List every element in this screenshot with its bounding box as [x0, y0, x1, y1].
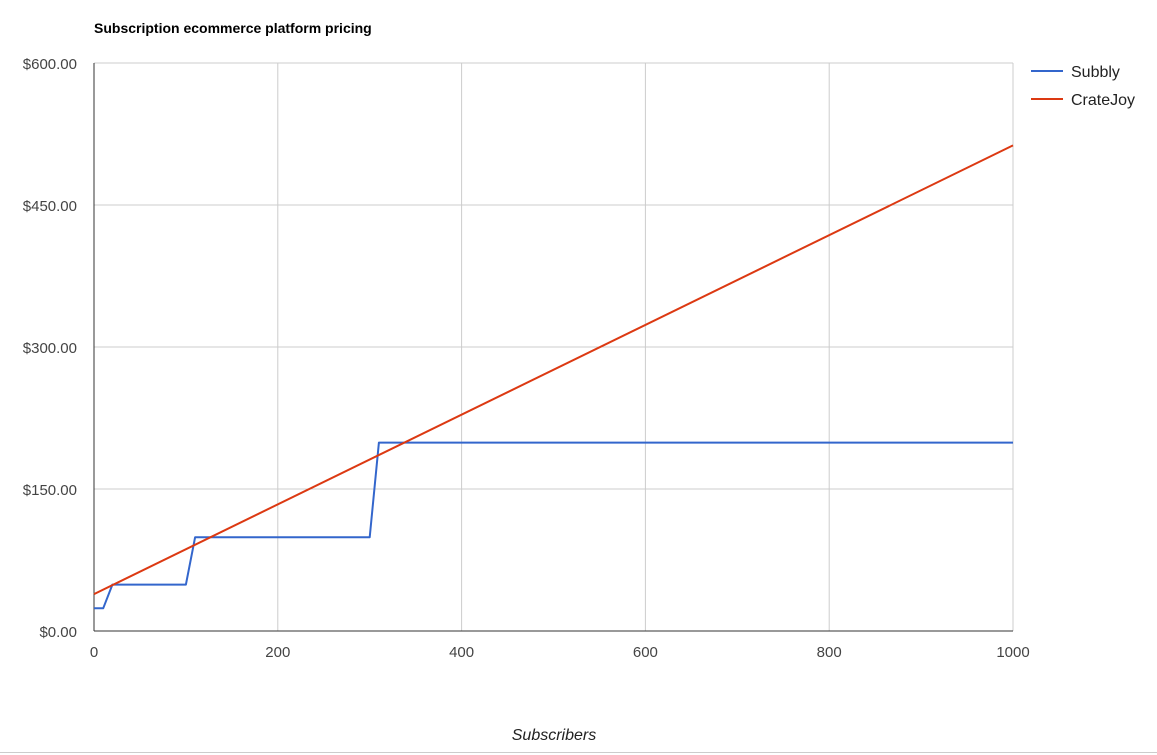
x-tick-label: 800: [817, 644, 842, 661]
y-tick-label: $600.00: [23, 56, 77, 73]
bottom-border: [0, 752, 1157, 753]
x-tick-label: 1000: [996, 644, 1029, 661]
y-tick-label: $450.00: [23, 198, 77, 215]
legend-label: CrateJoy: [1071, 92, 1135, 109]
x-tick-label: 200: [265, 644, 290, 661]
x-tick-label: 600: [633, 644, 658, 661]
legend-label: Subbly: [1071, 64, 1120, 81]
series-line-subbly: [94, 441, 1013, 610]
gridlines: [94, 62, 1014, 631]
y-tick-label: $0.00: [39, 624, 77, 641]
x-tick-label: 400: [449, 644, 474, 661]
series-line-cratejoy: [93, 144, 1014, 595]
axes: 0 200 400 600 800 1000 $0.00 $150.00 $300.00 $450…: [23, 56, 1030, 661]
legend: Subbly CrateJoy: [1031, 64, 1135, 109]
series-lines: [93, 144, 1014, 610]
y-tick-label: $150.00: [23, 482, 77, 499]
chart-title: Subscription ecommerce platform pricing: [94, 20, 372, 36]
x-tick-label: 0: [90, 644, 98, 661]
y-tick-label: $300.00: [23, 340, 77, 357]
x-axis-label: Subscribers: [512, 727, 596, 744]
